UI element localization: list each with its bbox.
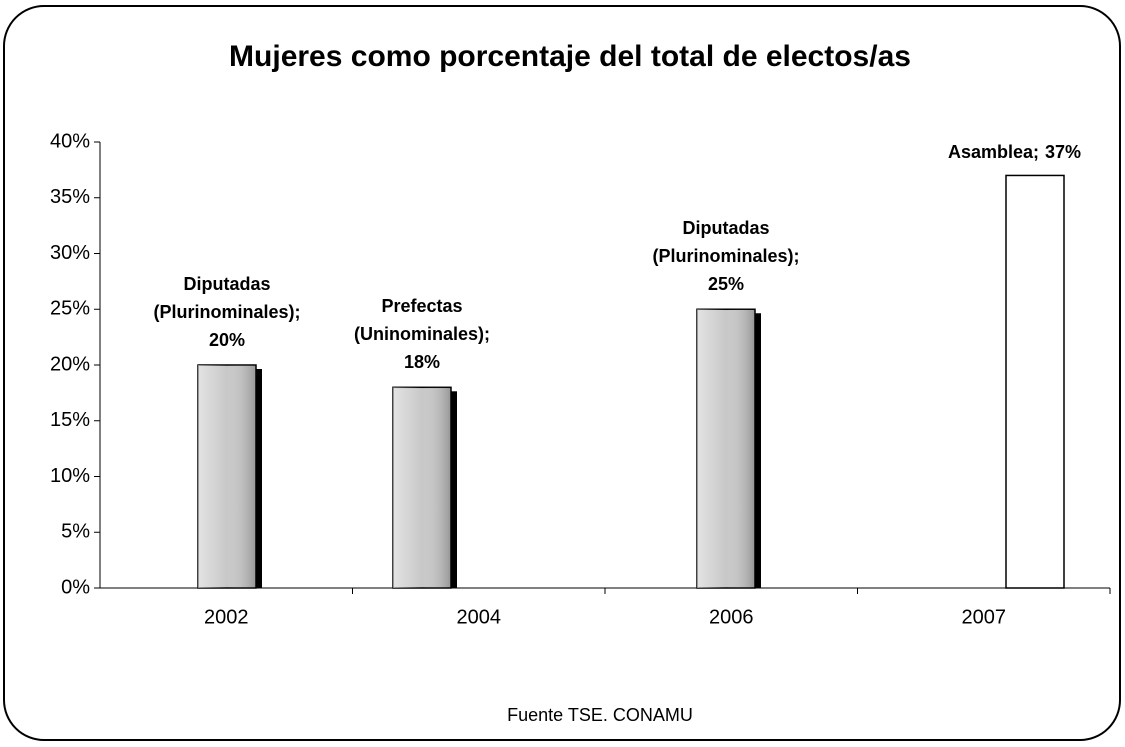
x-tick-label: 2007 — [962, 606, 1007, 628]
data-label: Asamblea; — [948, 142, 1039, 162]
y-tick-label: 35% — [50, 186, 90, 208]
y-tick-label: 0% — [61, 576, 90, 598]
value-label: 18% — [404, 352, 440, 372]
data-label: (Plurinominales); — [652, 246, 799, 266]
bar-shade — [198, 365, 256, 588]
value-label: 20% — [209, 330, 245, 350]
source-note: Fuente TSE. CONAMU — [507, 705, 693, 725]
y-tick-label: 25% — [50, 298, 90, 320]
frame — [3, 5, 1121, 741]
data-label: (Plurinominales); — [153, 302, 300, 322]
data-label: Diputadas — [682, 218, 769, 238]
y-tick-label: 40% — [50, 130, 90, 152]
data-label: Prefectas — [381, 296, 462, 316]
bar — [1005, 174, 1065, 589]
y-tick-label: 10% — [50, 465, 90, 487]
value-label: 25% — [708, 274, 744, 294]
bar-shade — [697, 309, 755, 588]
y-tick-label: 30% — [50, 242, 90, 264]
data-label: (Uninominales); — [354, 324, 490, 344]
chart-title: Mujeres como porcentaje del total de ele… — [229, 40, 911, 73]
data-label: Diputadas — [183, 274, 270, 294]
x-tick-label: 2004 — [457, 606, 502, 628]
x-tick-label: 2006 — [709, 606, 754, 628]
value-label: 37% — [1045, 142, 1081, 162]
x-tick-label: 2002 — [204, 606, 249, 628]
y-tick-label: 5% — [61, 521, 90, 543]
y-tick-label: 15% — [50, 409, 90, 431]
bar-shade — [393, 387, 451, 588]
y-tick-label: 20% — [50, 353, 90, 375]
